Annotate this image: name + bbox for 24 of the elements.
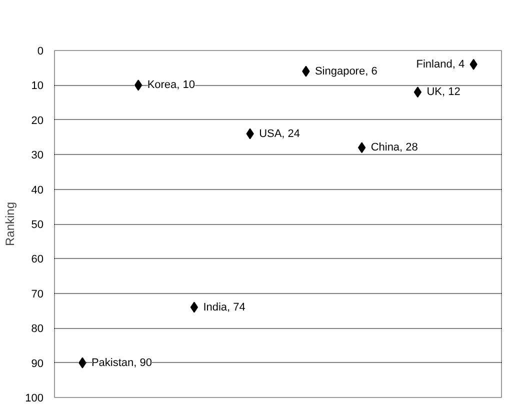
data-label: Korea, 10 (147, 79, 196, 92)
data-label: Pakistan, 90 (91, 356, 152, 369)
y-tick-label: 100 (25, 392, 44, 404)
data-label: UK, 12 (426, 86, 460, 98)
y-tick-label: 30 (31, 150, 44, 162)
y-tick-label: 10 (31, 80, 44, 92)
data-label: China, 28 (370, 142, 418, 154)
y-tick-label: 50 (31, 219, 44, 231)
y-tick-label: 0 (37, 46, 44, 58)
data-label: USA, 24 (259, 128, 300, 140)
y-axis-title: Ranking (3, 202, 18, 246)
y-tick-label: 70 (31, 288, 44, 300)
y-tick-label: 20 (31, 114, 44, 127)
data-label: Finland, 4 (416, 58, 465, 70)
point (414, 86, 422, 98)
point (134, 80, 142, 91)
y-tick-label: 90 (31, 358, 44, 370)
y-tick-label: 80 (31, 323, 44, 336)
y-tick-label: 40 (31, 184, 44, 196)
point (358, 142, 366, 154)
data-label: Singapore, 6 (314, 65, 378, 78)
y-tick-label: 60 (31, 254, 44, 266)
point (190, 302, 198, 313)
data-label: India, 74 (203, 301, 246, 314)
